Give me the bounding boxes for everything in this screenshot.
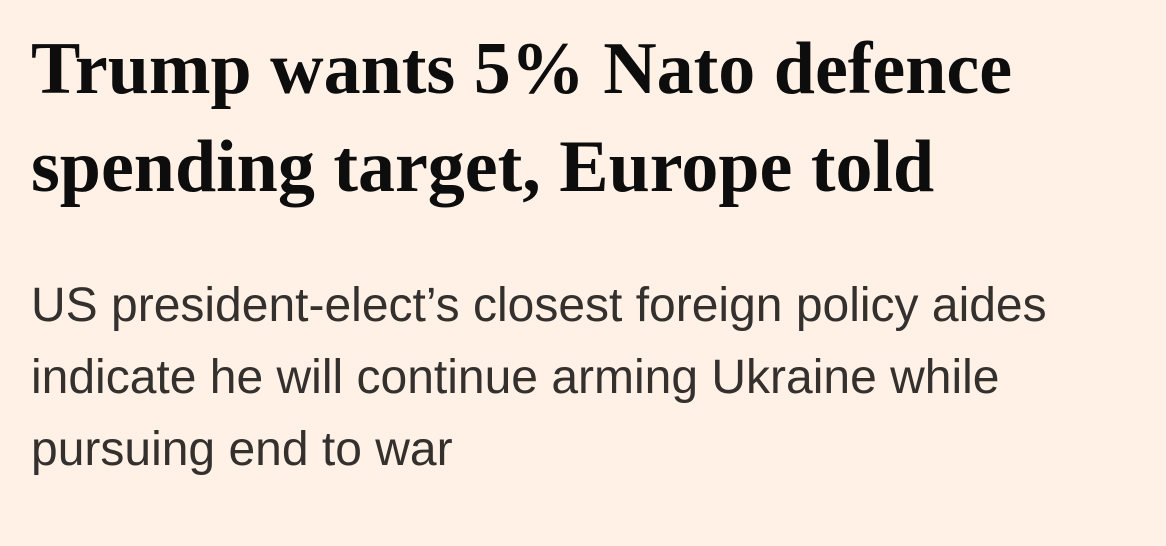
- article-card: Trump wants 5% Nato defence spending tar…: [0, 20, 1166, 546]
- article-headline[interactable]: Trump wants 5% Nato defence spending tar…: [31, 28, 1013, 208]
- article-standfirst: US president-elect’s closest foreign pol…: [31, 279, 1047, 476]
